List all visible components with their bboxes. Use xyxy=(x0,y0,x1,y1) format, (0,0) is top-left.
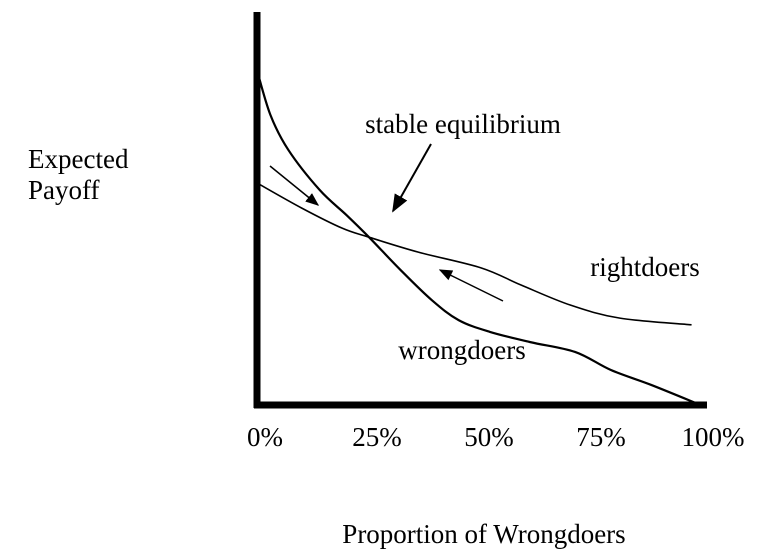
y-axis-label: Payoff xyxy=(28,175,100,205)
direction-arrow xyxy=(438,269,504,302)
x-tick-label: 100% xyxy=(682,422,745,452)
series-label: rightdoers xyxy=(590,252,699,282)
line xyxy=(256,182,692,326)
direction-arrow xyxy=(269,165,320,206)
axes xyxy=(253,12,707,409)
x-tick-label: 50% xyxy=(464,422,514,452)
annotation-arrow xyxy=(392,143,432,213)
x-tick-label: 25% xyxy=(352,422,402,452)
x-tick-label: 0% xyxy=(247,422,283,452)
x-axis-label: Proportion of Wrongdoers xyxy=(342,519,625,549)
series-label: wrongdoers xyxy=(398,335,525,365)
annotation: stable equilibrium xyxy=(365,109,561,139)
y-axis-label: Expected xyxy=(28,144,129,174)
line xyxy=(255,69,701,407)
x-tick-label: 75% xyxy=(576,422,626,452)
